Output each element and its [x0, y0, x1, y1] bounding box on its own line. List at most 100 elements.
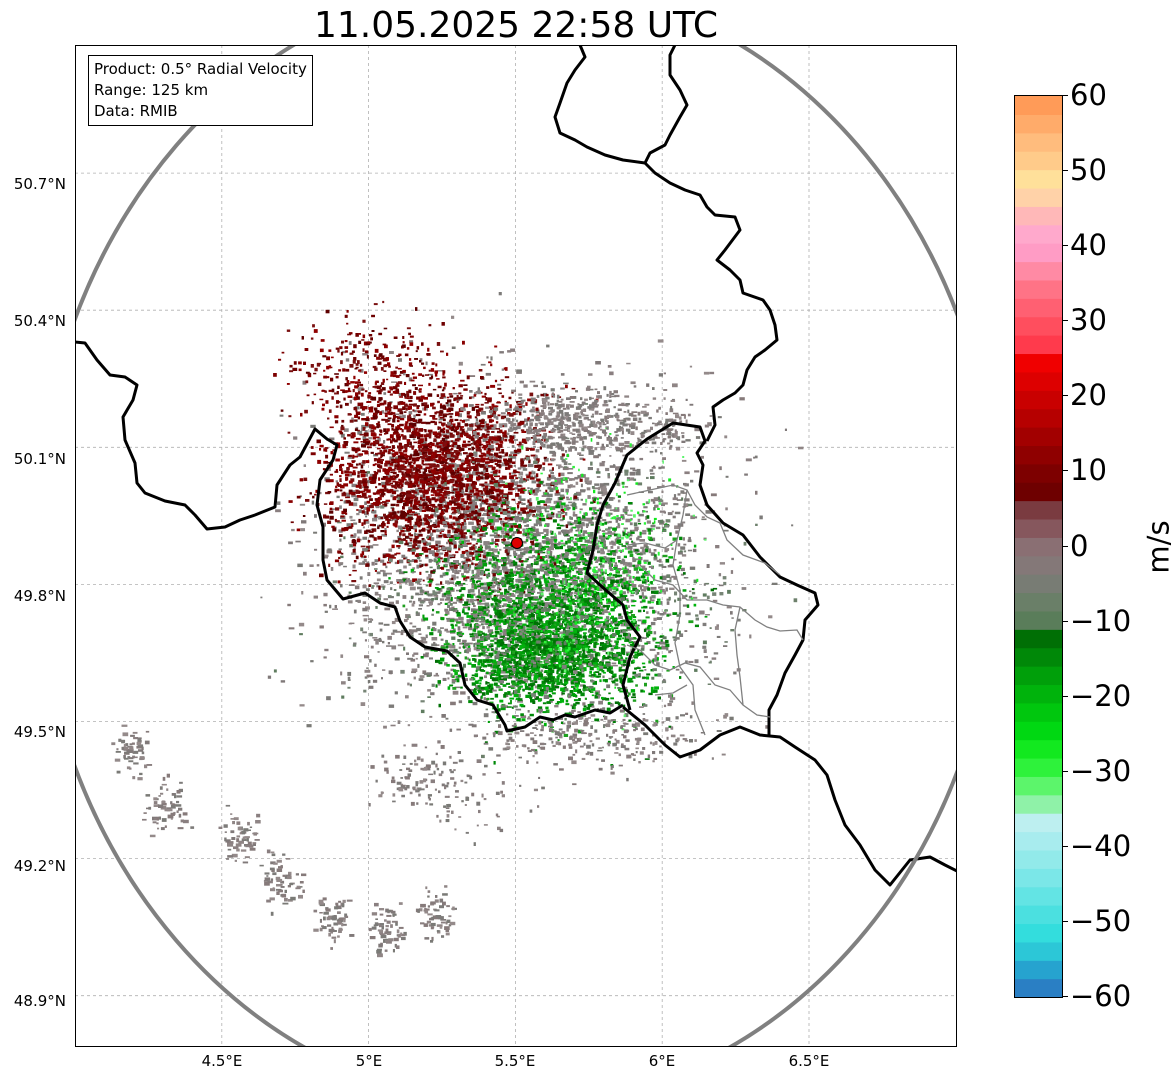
radar-echo-pixel [623, 598, 629, 601]
radar-echo-pixel [338, 562, 344, 565]
radar-echo-pixel [434, 445, 440, 447]
radar-echo-pixel [536, 522, 541, 525]
radar-echo-pixel [509, 517, 512, 520]
radar-echo-pixel [516, 484, 522, 487]
radar-echo-pixel [370, 429, 375, 433]
radar-echo-pixel [449, 479, 454, 483]
radar-echo-pixel [440, 350, 444, 353]
radar-echo-pixel [588, 451, 594, 455]
radar-echo-pixel [386, 561, 391, 564]
radar-echo-pixel [425, 421, 431, 425]
radar-echo-pixel [371, 561, 375, 566]
radar-echo-pixel [377, 421, 380, 424]
radar-echo-pixel [416, 396, 421, 400]
radar-echo-pixel [516, 602, 521, 607]
radar-echo-pixel [495, 543, 499, 546]
radar-echo-pixel [337, 444, 341, 449]
radar-echo-pixel [520, 490, 524, 494]
radar-echo-pixel [533, 492, 538, 496]
radar-map[interactable] [75, 45, 957, 1047]
radar-echo-pixel [509, 438, 514, 443]
radar-echo-pixel [359, 368, 364, 373]
radar-echo-pixel [534, 634, 540, 639]
radar-echo-pixel [514, 510, 517, 513]
radar-echo-pixel [535, 505, 542, 509]
radar-echo-pixel [672, 612, 678, 615]
radar-echo-pixel [652, 436, 658, 439]
radar-echo-pixel [495, 488, 500, 493]
radar-echo-pixel [288, 541, 293, 545]
radar-echo-pixel [352, 502, 358, 507]
radar-echo-pixel [401, 496, 404, 500]
radar-echo-pixel [400, 434, 404, 437]
radar-echo-pixel [482, 468, 487, 473]
radar-echo-pixel [488, 436, 494, 440]
radar-echo-pixel [445, 446, 449, 450]
radar-echo-pixel [323, 603, 327, 607]
radar-echo-pixel [625, 511, 628, 515]
radar-echo-pixel [473, 646, 479, 651]
radar-echo-pixel [439, 397, 444, 399]
radar-echo-pixel [579, 508, 583, 511]
radar-echo-pixel [395, 540, 400, 543]
radar-echo-pixel [447, 556, 452, 559]
radar-echo-pixel [400, 484, 404, 487]
radar-echo-pixel [449, 458, 452, 462]
radar-echo-pixel [528, 582, 534, 584]
radar-echo-pixel [522, 468, 528, 471]
radar-echo-pixel [572, 783, 577, 786]
radar-echo-pixel [447, 522, 450, 525]
radar-echo-pixel [404, 423, 408, 427]
radar-echo-pixel [439, 501, 443, 503]
radar-echo-pixel [460, 691, 466, 695]
radar-echo-pixel [371, 396, 377, 401]
radar-echo-pixel [359, 505, 365, 508]
radar-echo-pixel [405, 539, 408, 544]
radar-echo-pixel [357, 482, 362, 486]
radar-echo-pixel [380, 451, 385, 455]
radar-echo-pixel [503, 518, 506, 520]
radar-echo-pixel [548, 547, 554, 551]
radar-echo-pixel [395, 434, 400, 437]
radar-echo-pixel [613, 664, 618, 667]
radar-echo-pixel [518, 502, 523, 504]
radar-echo-pixel [397, 537, 402, 541]
radar-echo-pixel [411, 629, 418, 633]
radar-echo-pixel [391, 438, 396, 442]
radar-echo-pixel [477, 601, 482, 605]
radar-echo-pixel [424, 406, 427, 411]
radar-echo-pixel [645, 516, 648, 520]
radar-echo-pixel [439, 512, 443, 517]
radar-echo-pixel [418, 465, 423, 470]
radar-echo-pixel [476, 426, 481, 430]
radar-echo-pixel [492, 471, 498, 475]
radar-echo-pixel [470, 508, 475, 512]
radar-echo-pixel [438, 534, 443, 538]
radar-echo-pixel [468, 498, 472, 501]
radar-echo-pixel [590, 674, 595, 678]
radar-echo-pixel [392, 475, 396, 477]
radar-echo-pixel [438, 504, 443, 507]
radar-echo-pixel [472, 487, 477, 490]
radar-echo-pixel [523, 547, 528, 551]
radar-echo-pixel [509, 435, 512, 437]
radar-echo-pixel [509, 464, 513, 468]
radar-echo-pixel [559, 466, 563, 468]
radar-echo-pixel [413, 460, 416, 464]
radar-echo-pixel [459, 488, 462, 493]
radar-echo-pixel [436, 394, 440, 397]
radar-echo-pixel [551, 476, 556, 479]
radar-echo-pixel [771, 582, 778, 585]
radar-echo-pixel [515, 616, 520, 620]
radar-echo-pixel [438, 472, 443, 474]
radar-echo-pixel [431, 643, 437, 647]
radar-echo-pixel [527, 447, 532, 450]
radar-echo-pixel [382, 468, 387, 472]
radar-echo-pixel [413, 450, 419, 454]
radar-echo-pixel [342, 444, 347, 449]
radar-echo-pixel [449, 445, 451, 447]
radar-echo-pixel [389, 512, 394, 516]
radar-echo-pixel [412, 544, 415, 549]
radar-echo-pixel [528, 471, 532, 475]
radar-echo-pixel [409, 622, 413, 625]
